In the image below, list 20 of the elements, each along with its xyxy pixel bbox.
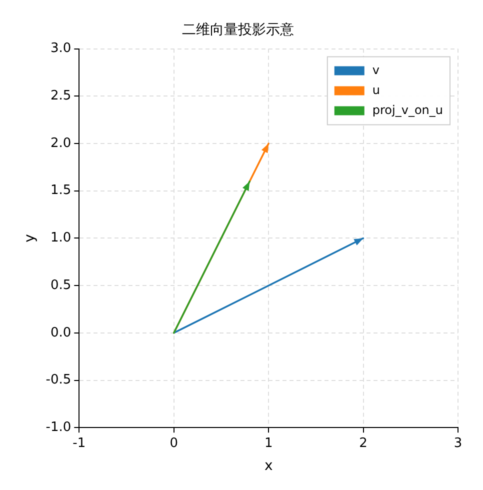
legend-label: proj_v_on_u: [372, 102, 444, 117]
x-axis-title: x: [264, 458, 273, 474]
y-tick-label: -0.5: [46, 372, 72, 388]
y-tick-label: 0.5: [50, 278, 72, 293]
y-tick-label: 2.5: [50, 88, 72, 104]
y-tick-label: 1.0: [50, 230, 72, 246]
y-axis-title: y: [22, 234, 38, 242]
x-tick-label: 3: [454, 436, 462, 451]
x-tick-label: 1: [264, 436, 273, 451]
x-tick-label: 0: [170, 436, 178, 451]
chart-title: 二维向量投影示意: [182, 22, 294, 38]
legend-label: v: [372, 62, 380, 77]
x-tick-label: 2: [359, 436, 368, 451]
y-tick-label: 3.0: [50, 41, 72, 56]
y-tick-label: 0.0: [50, 325, 72, 340]
x-tick-label: -1: [72, 436, 86, 451]
legend-label: u: [372, 82, 380, 97]
y-tick-label: 2.0: [50, 136, 72, 151]
y-tick-label: 1.5: [50, 183, 72, 198]
y-tick-label: -1.0: [46, 420, 72, 435]
